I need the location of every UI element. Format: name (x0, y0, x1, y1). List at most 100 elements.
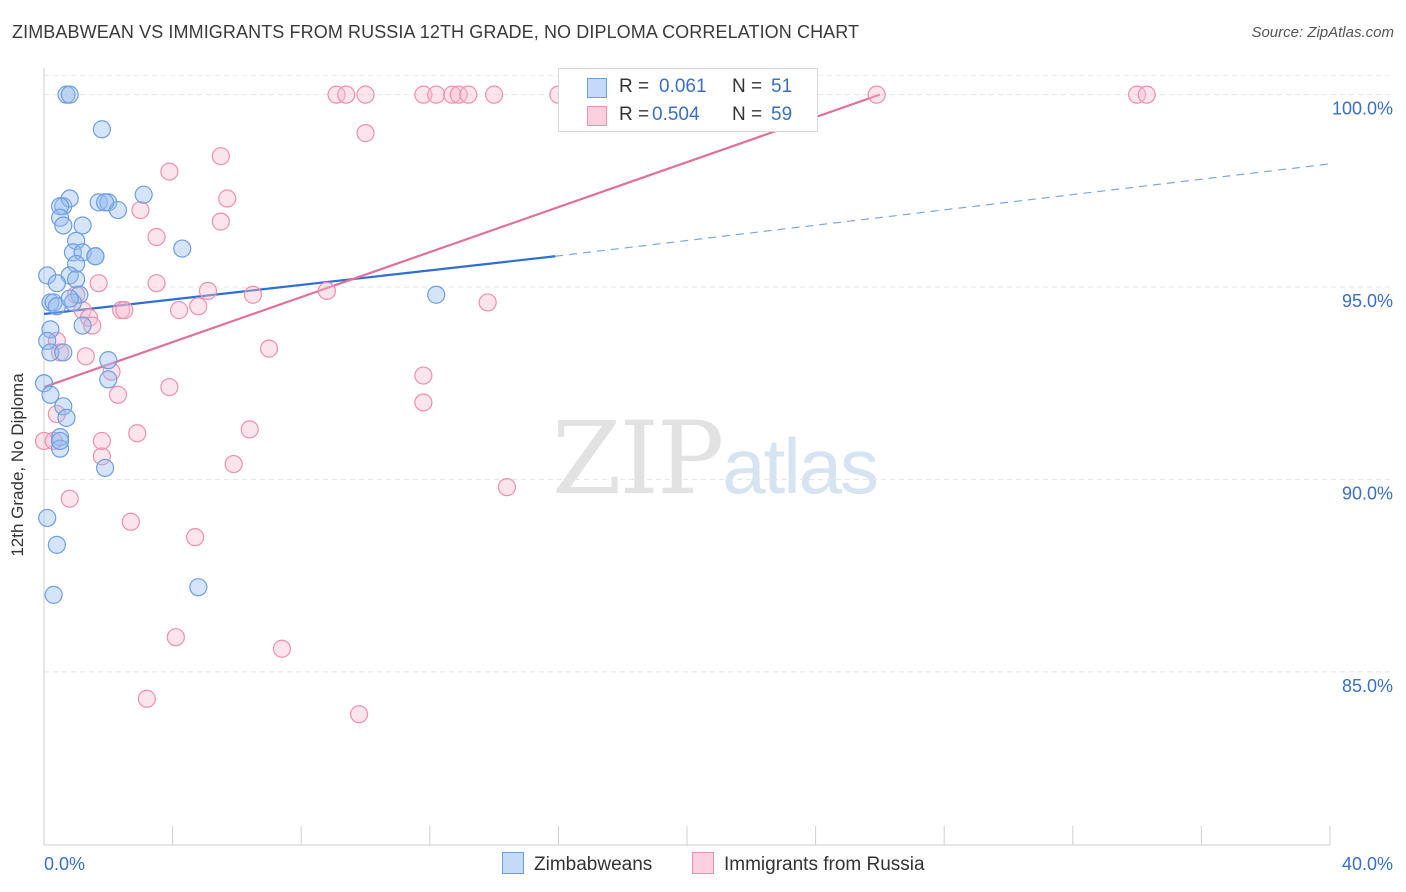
russia-trend-line (43, 93, 881, 389)
russia-point (83, 316, 102, 335)
russia-point (243, 285, 263, 304)
russia-point (356, 85, 375, 104)
russia-point (414, 85, 433, 104)
zimbabwean-trend-line (43, 255, 556, 316)
zimbabwean-point (50, 439, 70, 458)
y-axis-label: 12th Grade, No Diploma (8, 373, 27, 557)
russia-point (259, 339, 279, 358)
russia-point (160, 162, 179, 181)
legend-r-label: R = (619, 76, 650, 97)
zimbabwean-point (54, 343, 73, 362)
zimbabwean-point (95, 193, 115, 212)
legend-row-russia: R = 0.504 N = 59 (559, 101, 817, 129)
trend-lines (43, 93, 1331, 389)
zimbabwean-point (427, 285, 446, 304)
russia-point (115, 301, 134, 320)
russia-point (108, 385, 128, 404)
zimbabwean-point (134, 185, 153, 204)
zimbabwean-point (73, 216, 92, 235)
grid-lines (44, 75, 1392, 673)
russia-point (443, 85, 462, 104)
russia-point (92, 431, 111, 451)
watermark: ZIPatlas (552, 400, 879, 517)
russia-point (478, 293, 497, 312)
russia-point (240, 420, 259, 439)
zimbabwean-point (38, 331, 57, 351)
zimbabwean-point (173, 239, 192, 258)
russia-point (218, 189, 237, 208)
russia-point (60, 489, 79, 508)
zimbabwean-point (38, 266, 57, 285)
legend-n-label: N = (732, 104, 763, 125)
russia-point (317, 281, 337, 300)
zimbabwean-point (86, 247, 105, 266)
zimbabwean-point (50, 431, 70, 451)
zimbabwean-point (63, 243, 83, 262)
zimbabwean-point (57, 408, 76, 427)
zimbabwean-point (89, 193, 108, 212)
russia-point (1127, 85, 1147, 104)
zimbabwean-point (95, 458, 115, 477)
russia-point (47, 331, 66, 351)
russia-point (121, 512, 140, 531)
y-tick-label: 100.0% (1332, 99, 1393, 119)
russia-point (327, 85, 346, 104)
zimbabwean-point (54, 216, 73, 235)
y-tick-label: 90.0% (1342, 483, 1393, 503)
russia-point (224, 454, 243, 474)
legend-n-value: 59 (771, 104, 793, 125)
source-credit: Source: ZipAtlas.com (1251, 24, 1394, 41)
zimbabwean-point (41, 343, 60, 362)
legend-swatch-blue (502, 852, 524, 874)
russia-point (92, 447, 111, 466)
zimbabwean-point (41, 320, 60, 339)
russia-point (414, 366, 433, 385)
legend-r-label: R = (619, 104, 650, 125)
legend-r-value: 0.061 (659, 76, 707, 97)
russia-point (186, 528, 205, 547)
legend-r-value: 0.504 (652, 104, 700, 125)
russia-point (198, 281, 218, 300)
russia-point (867, 85, 886, 104)
zimbabwean-point (73, 316, 92, 335)
legend-row-zimbabweans: R = 0.061 N = 51 (559, 73, 817, 101)
russia-point (147, 274, 166, 293)
zimbabwean-point (60, 289, 79, 308)
russia-point (1137, 85, 1156, 104)
russia-point (128, 424, 147, 443)
tick-labels: 85.0% 90.0% 95.0% 100.0% 0.0% 40.0% (44, 99, 1393, 874)
zimbabwean-point (44, 585, 63, 604)
zimbabwean-point (67, 231, 86, 250)
bottom-legend-russia: Immigrants from Russia (692, 852, 925, 876)
legend-swatch-pink (587, 106, 607, 126)
russia-point (89, 274, 108, 293)
zimbabwean-point (99, 370, 118, 389)
watermark-zip: ZIP (552, 400, 724, 517)
x-tick-label: 40.0% (1342, 854, 1393, 874)
zimbabwean-point (92, 120, 111, 139)
russia-point (356, 124, 375, 143)
zimbabwean-point (189, 578, 208, 597)
russia-point (497, 478, 517, 497)
russia-point (137, 689, 156, 708)
russia-point (160, 377, 179, 397)
russia-point (169, 301, 189, 320)
zimbabwean-point (38, 508, 57, 528)
y-tick-label: 95.0% (1342, 291, 1393, 311)
zimbabwean-trend-extension (555, 163, 1331, 257)
russia-point (189, 297, 208, 316)
zimbabwean-point (47, 274, 66, 293)
russia-point (166, 628, 185, 647)
russia-point (459, 85, 478, 104)
zimbabwean-point (47, 535, 66, 554)
russia-point (76, 347, 95, 366)
chart-title: ZIMBABWEAN VS IMMIGRANTS FROM RUSSIA 12T… (12, 22, 860, 42)
bottom-legend-zimbabweans: Zimbabweans (502, 852, 652, 876)
legend-label-zimbabweans: Zimbabweans (534, 854, 653, 875)
russia-point (211, 147, 230, 166)
y-tick-label: 85.0% (1342, 676, 1393, 696)
russia-point (349, 705, 369, 724)
russia-point (427, 85, 446, 104)
russia-point (131, 200, 150, 220)
